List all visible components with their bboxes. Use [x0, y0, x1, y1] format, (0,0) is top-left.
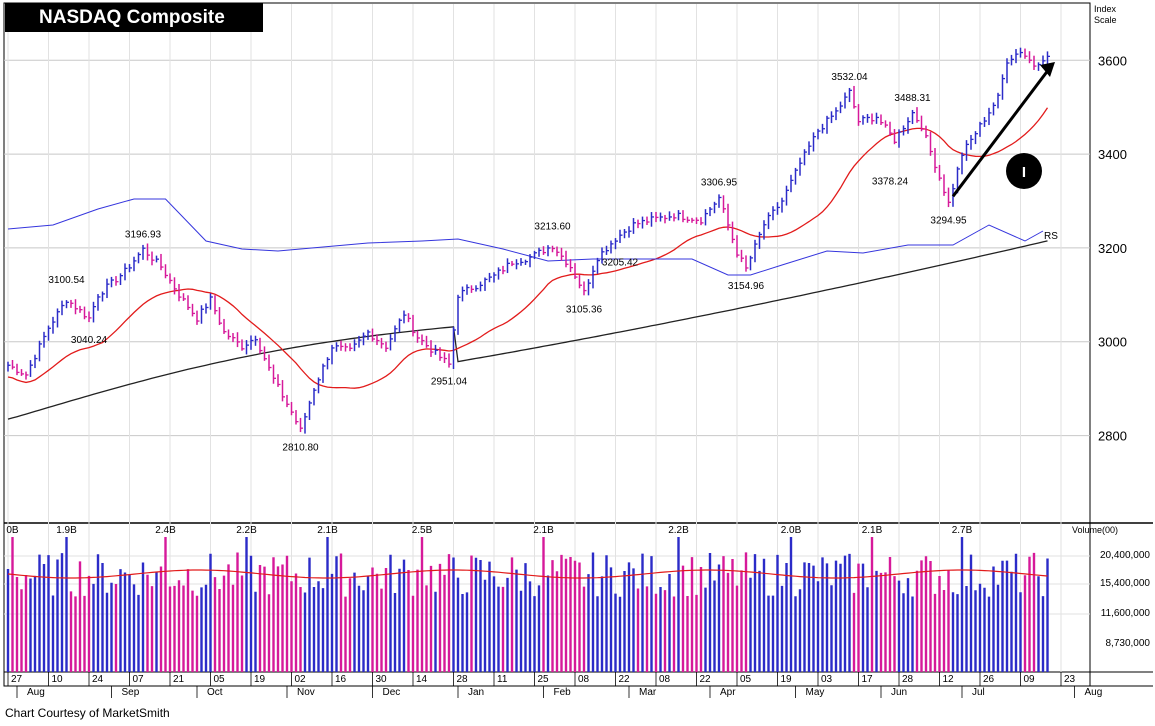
month-label: Feb	[554, 687, 572, 698]
day-tick-label: 03	[821, 674, 833, 685]
day-tick-label: 30	[376, 674, 388, 685]
day-tick-label: 27	[11, 674, 23, 685]
rs-line	[7, 198, 1044, 276]
month-label: Sep	[122, 687, 140, 698]
price-annotation: 3105.36	[566, 304, 603, 315]
volume-tick-label: 11,600,000	[1101, 608, 1151, 619]
day-tick-label: 24	[92, 674, 104, 685]
day-tick-label: 08	[659, 674, 671, 685]
price-annotation: 3488.31	[894, 93, 931, 104]
price-tick-label: 3000	[1098, 335, 1127, 350]
day-tick-label: 28	[457, 674, 469, 685]
day-tick-label: 14	[416, 674, 428, 685]
volume-bars	[6, 537, 1049, 672]
day-tick-label: 19	[254, 674, 266, 685]
month-label: Aug	[1085, 687, 1103, 698]
day-tick-label: 05	[214, 674, 226, 685]
day-tick-label: 02	[295, 674, 307, 685]
price-annotation: 3154.96	[728, 281, 765, 292]
price-annotation: 3532.04	[831, 72, 868, 83]
price-tick-label: 3600	[1098, 53, 1127, 68]
month-label: Apr	[720, 687, 736, 698]
price-annotation: 3100.54	[48, 275, 85, 286]
volume-average-line	[7, 569, 1048, 579]
month-label: Aug	[27, 687, 45, 698]
day-tick-label: 05	[740, 674, 752, 685]
volume-label: 2.4B	[155, 525, 176, 536]
ma-50-line	[7, 107, 1049, 389]
day-tick-label: 26	[983, 674, 995, 685]
month-label: Mar	[639, 687, 657, 698]
day-tick-label: 12	[943, 674, 955, 685]
price-annotation: 3040.24	[71, 335, 108, 346]
month-label: Nov	[297, 687, 315, 698]
day-tick-label: 17	[862, 674, 874, 685]
day-tick-label: 16	[335, 674, 347, 685]
volume-label: 2.7B	[952, 525, 973, 536]
volume-label: 2.2B	[668, 525, 689, 536]
volume-label: 2.5B	[412, 525, 433, 536]
price-annotation: 2951.04	[431, 377, 468, 388]
rs-label: RS	[1044, 231, 1058, 242]
day-tick-label: 11	[497, 674, 508, 685]
month-label: Jun	[891, 687, 907, 698]
day-tick-label: 22	[619, 674, 631, 685]
price-tick-label: 2800	[1098, 429, 1127, 444]
chart-courtesy: Chart Courtesy of MarketSmith	[5, 706, 170, 720]
volume-tick-label: 20,400,000	[1100, 550, 1150, 561]
annotations: 0B 1.9B 2.4B 2.2B 2.1B 2.5B 2.1B 2.2B 2.0B 2.1B 2.…	[6, 72, 972, 536]
volume-label: 2.1B	[862, 525, 883, 536]
day-tick-label: 22	[700, 674, 712, 685]
volume-label: 2.2B	[236, 525, 257, 536]
chart-title: NASDAQ Composite	[5, 3, 263, 32]
day-tick-label: 09	[1024, 674, 1036, 685]
month-label: Dec	[383, 687, 401, 698]
day-tick-label: 25	[538, 674, 550, 685]
price-axis-label: Index	[1094, 4, 1117, 14]
price-annotation: 3306.95	[701, 178, 738, 189]
price-annotation: 2810.80	[282, 442, 319, 453]
day-tick-label: 23	[1064, 674, 1076, 685]
price-annotation: 3294.95	[930, 215, 967, 226]
day-tick-label: 10	[52, 674, 64, 685]
price-tick-label: 3200	[1098, 241, 1127, 256]
trend-overlay: I	[951, 61, 1055, 198]
day-tick-label: 07	[133, 674, 145, 685]
price-annotation: 3205.42	[602, 258, 639, 269]
volume-label: 1.9B	[56, 525, 77, 536]
indicator-lines: RS	[7, 107, 1058, 420]
volume-axis-label: Volume(00)	[1072, 525, 1118, 535]
stage-marker-label: I	[1022, 164, 1026, 181]
ma-200-line	[7, 240, 1048, 420]
month-label: Oct	[207, 687, 223, 698]
day-tick-label: 21	[173, 674, 185, 685]
trend-arrow-line	[951, 68, 1051, 198]
volume-tick-label: 8,730,000	[1106, 638, 1151, 649]
price-tick-label: 3400	[1098, 147, 1127, 162]
price-annotation: 3213.60	[534, 221, 571, 232]
stage-marker	[1006, 153, 1042, 189]
day-tick-label: 08	[578, 674, 590, 685]
volume-label: 2.1B	[533, 525, 554, 536]
price-bars	[7, 47, 1050, 434]
day-tick-label: 28	[902, 674, 914, 685]
price-annotation: 3378.24	[872, 176, 909, 187]
month-label: Jan	[468, 687, 484, 698]
month-label: May	[806, 687, 825, 698]
price-annotation: 3196.93	[125, 229, 162, 240]
day-tick-label: 19	[781, 674, 793, 685]
trend-arrow-head	[1040, 61, 1055, 77]
volume-label: 2.0B	[781, 525, 802, 536]
volume-label: 0B	[6, 525, 19, 536]
price-axis-label: Scale	[1094, 15, 1117, 25]
volume-tick-label: 15,400,000	[1100, 578, 1150, 589]
volume-label: 2.1B	[317, 525, 338, 536]
month-label: Jul	[972, 687, 985, 698]
